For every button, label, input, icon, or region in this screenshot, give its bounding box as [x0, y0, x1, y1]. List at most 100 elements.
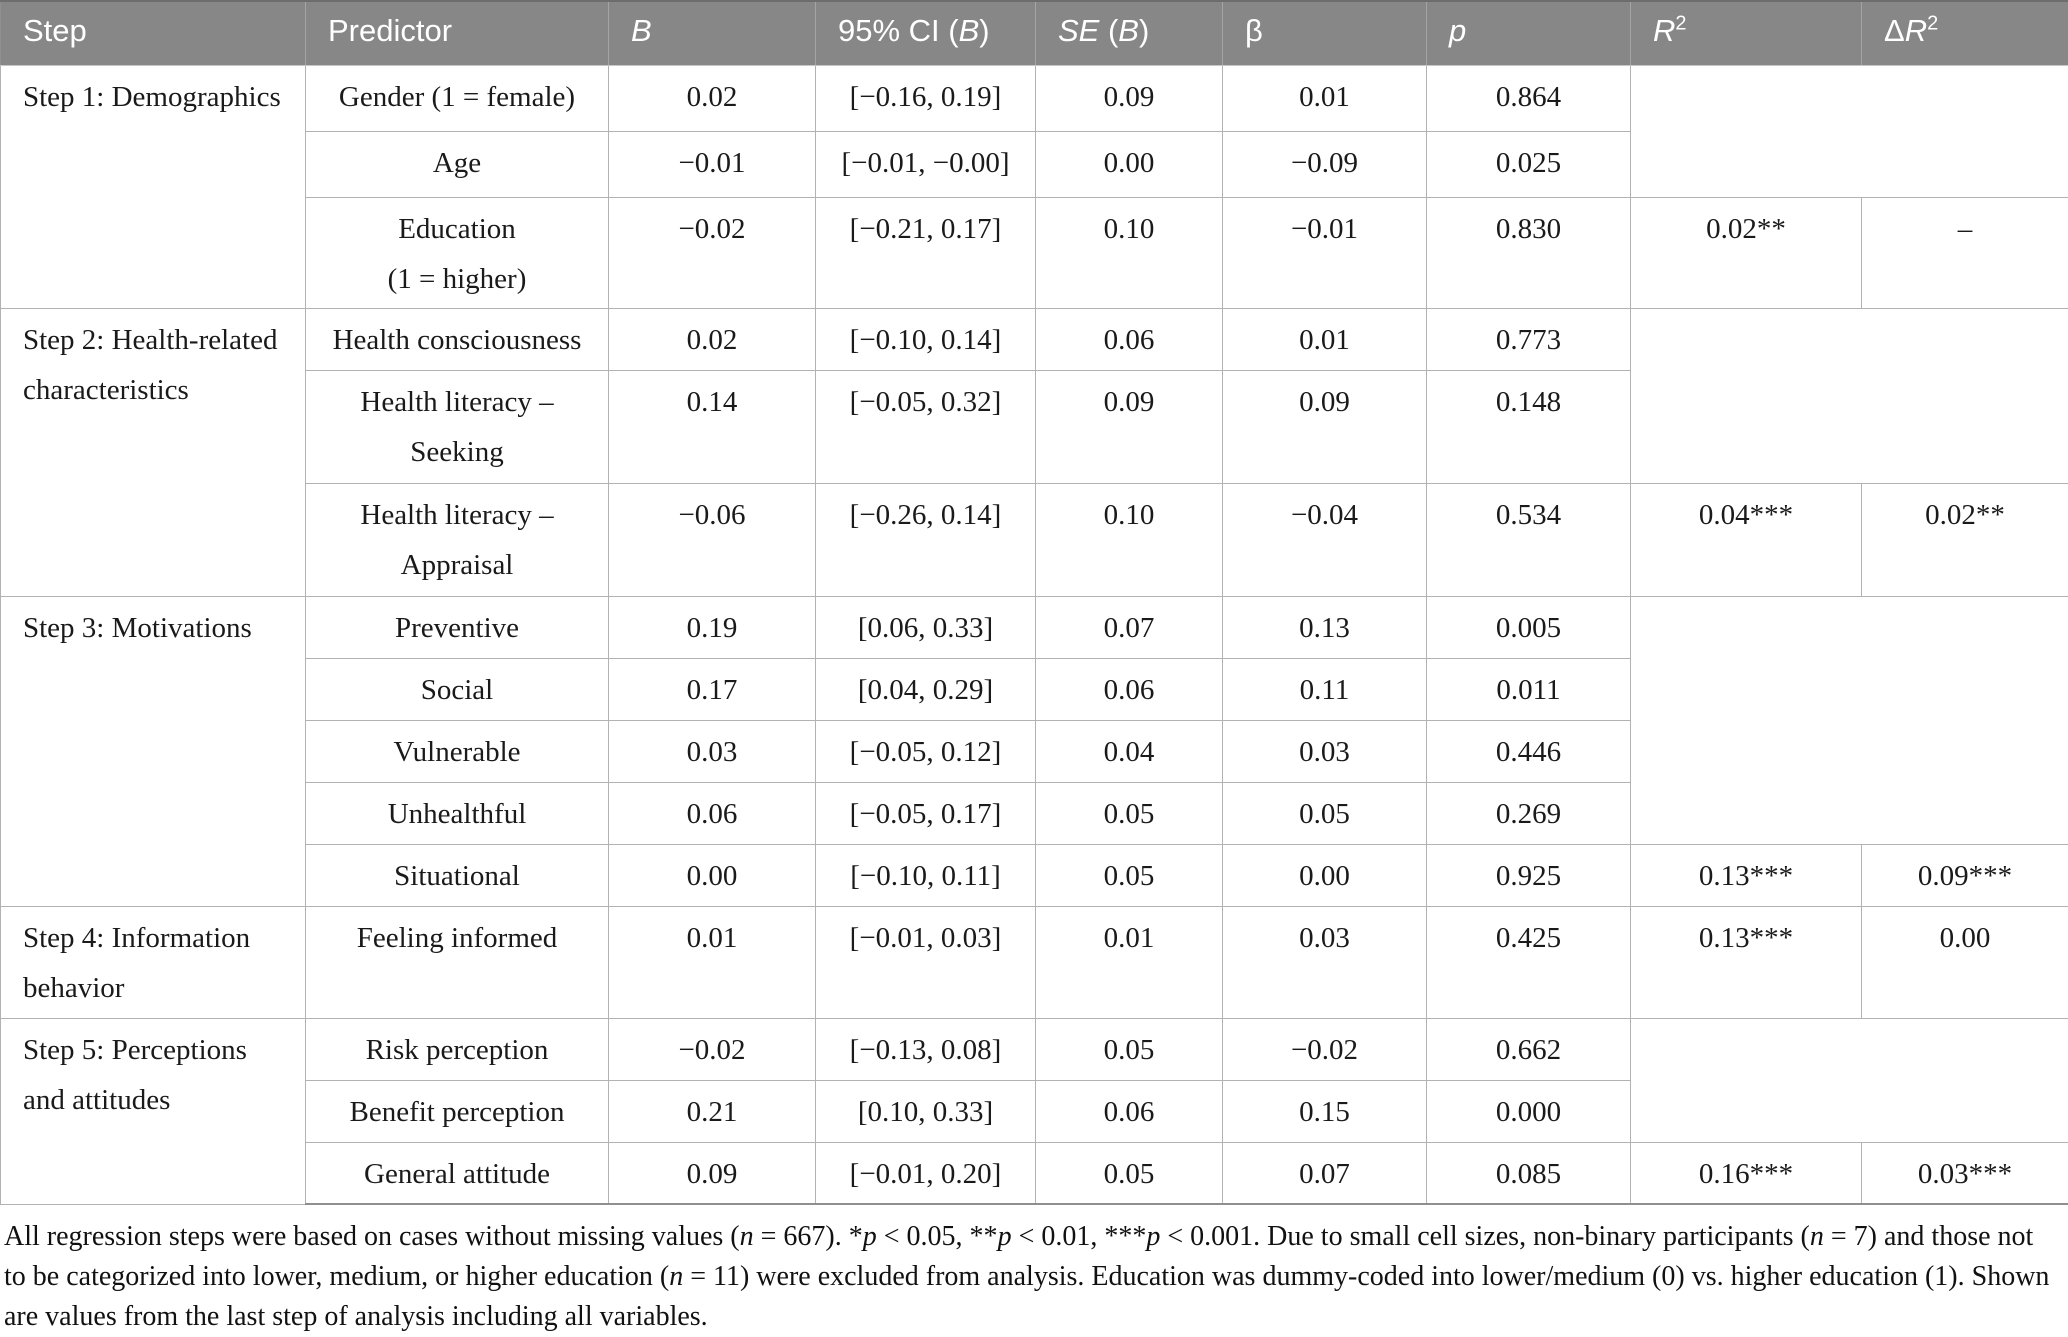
predictor-cell: Situational	[306, 844, 609, 906]
p-cell: 0.011	[1427, 658, 1631, 720]
predictor-cell: Health consciousness	[306, 308, 609, 370]
col-header-b: B	[609, 1, 816, 65]
r2-cell: 0.16***	[1631, 1142, 1862, 1204]
se-cell: 0.05	[1036, 1018, 1223, 1080]
b-cell: −0.01	[609, 131, 816, 197]
se-cell: 0.06	[1036, 658, 1223, 720]
ci-cell: [−0.05, 0.17]	[816, 782, 1036, 844]
predictor-cell: Education (1 = higher)	[306, 197, 609, 308]
step-cell: Step 4: Information behavior	[1, 906, 306, 1018]
se-cell: 0.05	[1036, 1142, 1223, 1204]
beta-cell: 0.13	[1223, 596, 1427, 658]
p-cell: 0.269	[1427, 782, 1631, 844]
b-cell: 0.09	[609, 1142, 816, 1204]
dr2-cell: 0.02**	[1862, 483, 2068, 596]
p-cell: 0.534	[1427, 483, 1631, 596]
ci-cell: [−0.05, 0.12]	[816, 720, 1036, 782]
predictor-cell: Vulnerable	[306, 720, 609, 782]
p-cell: 0.085	[1427, 1142, 1631, 1204]
table-row: Health literacy – Appraisal −0.06 [−0.26…	[1, 483, 2068, 596]
beta-cell: −0.04	[1223, 483, 1427, 596]
predictor-cell: Health literacy – Appraisal	[306, 483, 609, 596]
table-header: Step Predictor B 95% CI (B) SE (B) β p R…	[1, 1, 2068, 65]
predictor-cell: Age	[306, 131, 609, 197]
table-row: Situational 0.00 [−0.10, 0.11] 0.05 0.00…	[1, 844, 2068, 906]
beta-cell: 0.03	[1223, 906, 1427, 1018]
table-row: Step 3: Motivations Preventive 0.19 [0.0…	[1, 596, 2068, 658]
predictor-cell: Gender (1 = female)	[306, 65, 609, 131]
ci-cell: [−0.10, 0.11]	[816, 844, 1036, 906]
dr2-cell: 0.03***	[1862, 1142, 2068, 1204]
p-cell: 0.830	[1427, 197, 1631, 308]
b-cell: 0.06	[609, 782, 816, 844]
b-cell: −0.06	[609, 483, 816, 596]
beta-cell: −0.01	[1223, 197, 1427, 308]
predictor-cell: General attitude	[306, 1142, 609, 1204]
step-cell: Step 1: Demographics	[1, 65, 306, 308]
b-cell: 0.01	[609, 906, 816, 1018]
ci-cell: [−0.26, 0.14]	[816, 483, 1036, 596]
col-header-delta-r2: ΔR2	[1862, 1, 2068, 65]
col-header-beta: β	[1223, 1, 1427, 65]
beta-cell: 0.00	[1223, 844, 1427, 906]
r2-dr2-empty-cell	[1631, 65, 2068, 197]
dr2-cell: 0.09***	[1862, 844, 2068, 906]
se-cell: 0.00	[1036, 131, 1223, 197]
r2-dr2-empty-cell	[1631, 1018, 2068, 1142]
se-cell: 0.01	[1036, 906, 1223, 1018]
table-row: General attitude 0.09 [−0.01, 0.20] 0.05…	[1, 1142, 2068, 1204]
beta-cell: 0.03	[1223, 720, 1427, 782]
p-cell: 0.662	[1427, 1018, 1631, 1080]
dr2-cell: –	[1862, 197, 2068, 308]
se-cell: 0.10	[1036, 197, 1223, 308]
p-cell: 0.025	[1427, 131, 1631, 197]
se-cell: 0.06	[1036, 308, 1223, 370]
p-cell: 0.000	[1427, 1080, 1631, 1142]
beta-cell: 0.11	[1223, 658, 1427, 720]
r2-dr2-empty-cell	[1631, 596, 2068, 844]
table-header-row: Step Predictor B 95% CI (B) SE (B) β p R…	[1, 1, 2068, 65]
ci-cell: [−0.13, 0.08]	[816, 1018, 1036, 1080]
b-cell: 0.03	[609, 720, 816, 782]
regression-table: Step Predictor B 95% CI (B) SE (B) β p R…	[0, 0, 2068, 1205]
beta-cell: 0.01	[1223, 308, 1427, 370]
se-cell: 0.06	[1036, 1080, 1223, 1142]
predictor-cell: Feeling informed	[306, 906, 609, 1018]
beta-cell: 0.15	[1223, 1080, 1427, 1142]
beta-cell: −0.02	[1223, 1018, 1427, 1080]
step-cell: Step 3: Motivations	[1, 596, 306, 906]
predictor-cell: Risk perception	[306, 1018, 609, 1080]
b-cell: −0.02	[609, 197, 816, 308]
table-row: Step 4: Information behavior Feeling inf…	[1, 906, 2068, 1018]
predictor-cell: Preventive	[306, 596, 609, 658]
table-body: Step 1: Demographics Gender (1 = female)…	[1, 65, 2068, 1204]
se-cell: 0.05	[1036, 782, 1223, 844]
predictor-cell: Social	[306, 658, 609, 720]
beta-cell: 0.09	[1223, 370, 1427, 483]
dr2-cell: 0.00	[1862, 906, 2068, 1018]
b-cell: 0.19	[609, 596, 816, 658]
beta-cell: 0.07	[1223, 1142, 1427, 1204]
step-cell: Step 2: Health-related characteristics	[1, 308, 306, 596]
ci-cell: [−0.01, −0.00]	[816, 131, 1036, 197]
b-cell: 0.02	[609, 65, 816, 131]
beta-cell: −0.09	[1223, 131, 1427, 197]
r2-cell: 0.13***	[1631, 844, 1862, 906]
table-row: Step 2: Health-related characteristics H…	[1, 308, 2068, 370]
col-header-step: Step	[1, 1, 306, 65]
se-cell: 0.09	[1036, 370, 1223, 483]
ci-cell: [0.10, 0.33]	[816, 1080, 1036, 1142]
col-header-p: p	[1427, 1, 1631, 65]
p-cell: 0.446	[1427, 720, 1631, 782]
predictor-cell: Health literacy – Seeking	[306, 370, 609, 483]
p-cell: 0.425	[1427, 906, 1631, 1018]
se-cell: 0.07	[1036, 596, 1223, 658]
ci-cell: [−0.10, 0.14]	[816, 308, 1036, 370]
table-row: Step 1: Demographics Gender (1 = female)…	[1, 65, 2068, 131]
table-row: Education (1 = higher) −0.02 [−0.21, 0.1…	[1, 197, 2068, 308]
ci-cell: [−0.05, 0.32]	[816, 370, 1036, 483]
ci-cell: [−0.21, 0.17]	[816, 197, 1036, 308]
r2-cell: 0.04***	[1631, 483, 1862, 596]
p-cell: 0.925	[1427, 844, 1631, 906]
b-cell: −0.02	[609, 1018, 816, 1080]
